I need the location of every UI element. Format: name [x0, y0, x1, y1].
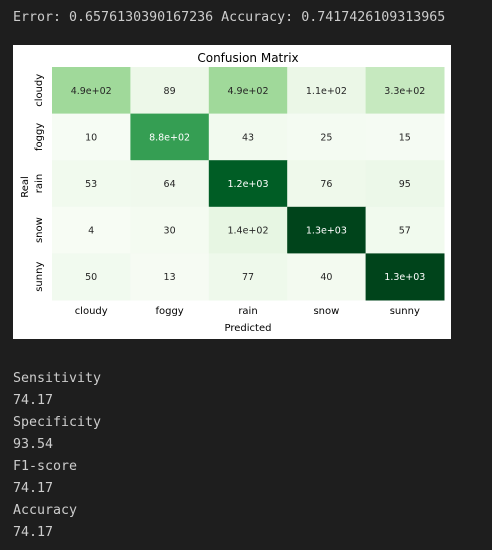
y-tick-label-rain: rain: [34, 174, 45, 193]
metric-label-accuracy: Accuracy: [13, 503, 78, 518]
chart-title: Confusion Matrix: [197, 51, 298, 65]
cell-label-snow-snow: 1.3e+03: [306, 226, 347, 237]
heatmap-cell-rain-cloudy: [52, 160, 131, 208]
heatmap-cell-foggy-foggy: [130, 113, 210, 161]
heatmap-cell-cloudy-snow: [287, 67, 367, 115]
cell-label-cloudy-rain: 4.9e+02: [227, 86, 268, 97]
heatmap-cell-cloudy-foggy: [130, 67, 210, 115]
y-tick-label-foggy: foggy: [34, 123, 45, 151]
heatmap-cell-rain-foggy: [130, 160, 210, 208]
cell-label-foggy-sunny: 15: [399, 132, 411, 143]
heatmap-cell-foggy-rain: [208, 113, 288, 161]
cell-label-sunny-sunny: 1.3e+03: [384, 272, 425, 283]
heatmap-cell-rain-rain: [208, 160, 288, 208]
heatmap-cell-sunny-foggy: [130, 253, 210, 301]
y-tick-label-sunny: sunny: [34, 262, 45, 292]
heatmap-cell-foggy-cloudy: [52, 113, 131, 161]
heatmap-cell-snow-foggy: [130, 206, 210, 254]
heatmap-cell-cloudy-cloudy: [52, 67, 131, 115]
heatmap-cells: [52, 67, 445, 301]
x-axis-label: Predicted: [225, 323, 272, 334]
cell-label-sunny-snow: 40: [320, 272, 332, 283]
metric-label-specificity: Specificity: [13, 415, 102, 430]
output-header-line: Error: 0.6576130390167236 Accuracy: 0.74…: [13, 10, 446, 25]
y-tick-labels: cloudy foggy rain snow sunny: [34, 74, 45, 292]
x-tick-label-sunny: sunny: [390, 306, 420, 317]
metric-value-specificity: 93.54: [13, 437, 54, 452]
y-tick-label-cloudy: cloudy: [34, 74, 45, 107]
heatmap-cell-snow-snow: [287, 206, 367, 254]
y-tick-label-snow: snow: [34, 217, 45, 243]
cell-label-sunny-foggy: 13: [164, 272, 176, 283]
heatmap-cell-sunny-rain: [208, 253, 288, 301]
cell-label-cloudy-sunny: 3.3e+02: [384, 86, 425, 97]
x-tick-label-cloudy: cloudy: [75, 306, 108, 317]
heatmap-cell-snow-rain: [208, 206, 288, 254]
confusion-matrix-figure: 4.9e+02 89 4.9e+02 1.1e+02 3.3e+02 10 8.8e+02 4…: [13, 45, 451, 339]
heatmap-cell-sunny-snow: [287, 253, 367, 301]
cell-label-rain-foggy: 64: [164, 179, 176, 190]
cell-label-foggy-rain: 43: [242, 132, 254, 143]
metric-value-f1-score: 74.17: [13, 481, 54, 496]
heatmap-cell-labels: 4.9e+02 89 4.9e+02 1.1e+02 3.3e+02 10 8.8e+02 4…: [71, 86, 426, 283]
heatmap-cell-foggy-snow: [287, 113, 367, 161]
confusion-matrix-chart: 4.9e+02 89 4.9e+02 1.1e+02 3.3e+02 10 8.8e+02 4…: [20, 51, 445, 334]
metric-label-f1-score: F1-score: [13, 459, 78, 474]
cell-label-rain-sunny: 95: [399, 179, 411, 190]
cell-label-cloudy-cloudy: 4.9e+02: [71, 86, 112, 97]
heatmap-cell-cloudy-sunny: [365, 67, 445, 115]
cell-label-rain-cloudy: 53: [85, 179, 97, 190]
heatmap-cell-cloudy-rain: [208, 67, 288, 115]
x-tick-labels: cloudy foggy rain snow sunny: [75, 306, 420, 317]
cell-label-cloudy-snow: 1.1e+02: [306, 86, 347, 97]
cell-label-rain-rain: 1.2e+03: [227, 179, 268, 190]
cell-label-foggy-cloudy: 10: [85, 132, 97, 143]
heatmap-cell-rain-snow: [287, 160, 367, 208]
cell-label-foggy-foggy: 8.8e+02: [149, 132, 190, 143]
heatmap-cell-sunny-cloudy: [52, 253, 131, 301]
metric-value-accuracy: 74.17: [13, 525, 54, 540]
cell-label-sunny-rain: 77: [242, 272, 254, 283]
cell-label-snow-sunny: 57: [399, 226, 411, 237]
cell-label-foggy-snow: 25: [320, 132, 332, 143]
cell-label-snow-rain: 1.4e+02: [227, 226, 268, 237]
heatmap-cell-snow-sunny: [365, 206, 445, 254]
cell-label-cloudy-foggy: 89: [164, 86, 176, 97]
x-tick-label-rain: rain: [238, 306, 257, 317]
x-tick-label-snow: snow: [313, 306, 339, 317]
heatmap-cell-foggy-sunny: [365, 113, 445, 161]
metric-label-sensitivity: Sensitivity: [13, 371, 102, 386]
cell-label-snow-foggy: 30: [164, 226, 176, 237]
metrics-output: Sensitivity 74.17 Specificity 93.54 F1-s…: [13, 371, 101, 547]
y-axis-label: Real: [20, 176, 31, 198]
cell-label-snow-cloudy: 4: [88, 226, 94, 237]
cell-label-rain-snow: 76: [320, 179, 332, 190]
heatmap-cell-rain-sunny: [365, 160, 445, 208]
cell-label-sunny-cloudy: 50: [85, 272, 97, 283]
x-tick-label-foggy: foggy: [155, 306, 183, 317]
metric-value-sensitivity: 74.17: [13, 393, 54, 408]
heatmap-cell-sunny-sunny: [365, 253, 445, 301]
heatmap-cell-snow-cloudy: [52, 206, 131, 254]
